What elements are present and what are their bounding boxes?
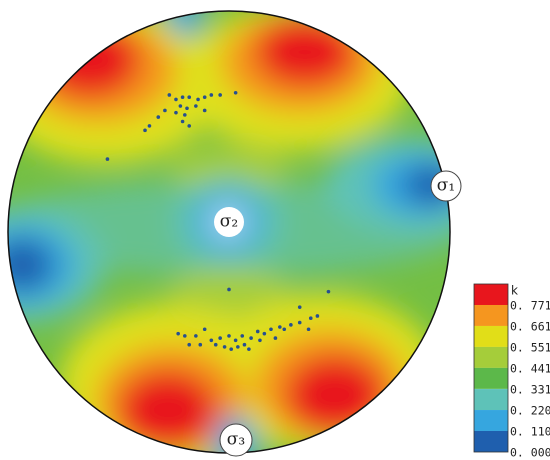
data-point	[227, 287, 231, 292]
colorbar-tick-label: 0. 110	[510, 425, 550, 439]
data-point	[306, 327, 311, 332]
data-point	[198, 342, 203, 347]
data-point	[229, 347, 234, 351]
data-point	[297, 320, 302, 325]
data-point	[147, 124, 152, 128]
colorbar-frame	[473, 283, 509, 453]
data-point	[183, 113, 187, 117]
data-point	[194, 104, 198, 108]
annotation-badge	[219, 423, 253, 457]
data-point	[202, 95, 207, 99]
data-point	[218, 336, 222, 340]
data-point	[258, 338, 262, 343]
data-point	[176, 331, 180, 336]
data-point	[242, 342, 247, 347]
data-point	[289, 323, 293, 327]
annotation: σ₂	[220, 212, 238, 232]
data-point	[209, 93, 214, 97]
colorbar-tick-label: 0. 441	[510, 361, 550, 375]
annotation-badge	[430, 170, 462, 202]
data-point	[185, 106, 189, 111]
data-point	[297, 305, 302, 309]
data-point	[156, 115, 161, 119]
colorbar-band	[474, 410, 508, 432]
data-point	[255, 329, 260, 334]
data-point	[174, 110, 178, 115]
data-point	[180, 95, 185, 99]
colorbar-tick-label: 0. 000	[510, 446, 550, 460]
data-point	[278, 325, 282, 329]
data-point	[187, 342, 192, 347]
data-point	[180, 119, 185, 124]
colorbar-band	[474, 284, 508, 305]
data-point	[202, 108, 207, 113]
data-point	[326, 289, 331, 294]
data-point	[269, 327, 273, 332]
colorbar-band	[474, 346, 508, 368]
data-point	[213, 342, 218, 347]
data-point	[273, 336, 278, 340]
data-point	[105, 157, 110, 161]
colorbar-tick-label: 0. 771	[510, 299, 550, 313]
data-point	[187, 95, 192, 99]
data-point	[187, 124, 192, 128]
data-point	[249, 336, 253, 340]
data-point	[143, 128, 147, 133]
data-point	[178, 104, 183, 108]
data-point	[233, 338, 238, 343]
annotation: σ₃	[227, 430, 245, 450]
colorbar-tick-label: 0. 551	[510, 340, 550, 354]
data-point	[163, 108, 167, 113]
data-point	[209, 338, 214, 343]
colorbar-band	[474, 367, 508, 389]
annotation: σ₁	[437, 176, 455, 196]
colorbar-band	[474, 389, 508, 411]
data-point	[196, 97, 200, 102]
data-point	[202, 327, 207, 332]
colorbar-tick-label: 0. 331	[510, 382, 550, 396]
colorbar-title: k	[511, 284, 518, 298]
data-point	[194, 334, 198, 338]
contour-field	[8, 11, 450, 453]
data-point	[167, 93, 172, 97]
colorbar-band	[474, 325, 508, 347]
colorbar-tick-label: 0. 661	[510, 319, 550, 333]
data-point	[262, 331, 267, 336]
data-point	[227, 334, 231, 338]
data-point	[240, 334, 245, 338]
data-point	[282, 327, 287, 332]
data-point	[315, 314, 320, 318]
data-point	[218, 93, 222, 97]
annotation-badge	[214, 207, 244, 237]
data-point	[183, 334, 187, 338]
colorbar-tick-label: 0. 220	[510, 404, 550, 418]
colorbar-band	[474, 304, 508, 326]
colorbar-band	[474, 431, 508, 452]
data-point	[222, 345, 227, 349]
data-point	[174, 97, 178, 102]
data-point	[247, 347, 251, 351]
data-point	[233, 90, 238, 95]
data-point	[236, 345, 240, 349]
data-point	[308, 316, 313, 320]
